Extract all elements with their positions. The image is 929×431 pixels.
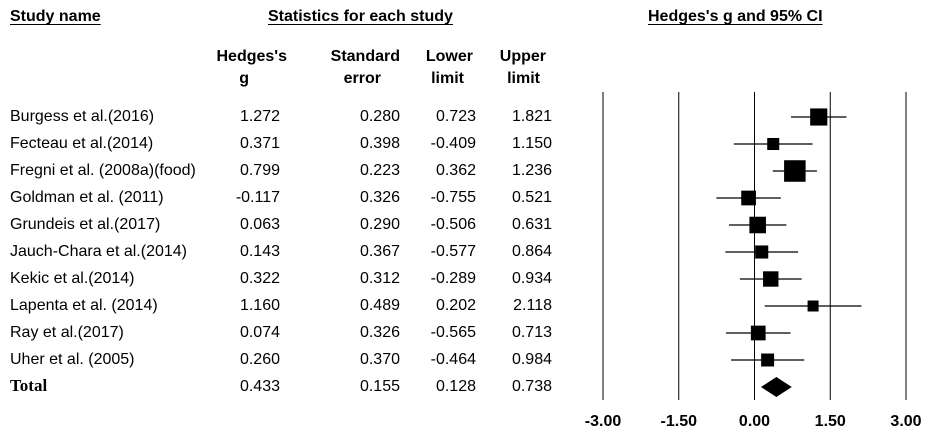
effect-square: [784, 160, 806, 182]
total-label: Total: [10, 376, 48, 395]
upper-limit-value: 0.864: [511, 243, 552, 260]
hedges-g-value: 1.272: [239, 108, 280, 125]
effect-square: [750, 325, 766, 341]
standard-error-value: 0.290: [359, 216, 400, 233]
tick-label: -1.50: [661, 413, 698, 430]
statistics-header: Statistics for each study: [268, 8, 453, 25]
col-header-standard-error-line1: Standard: [330, 48, 400, 65]
standard-error-value: 0.312: [359, 270, 400, 287]
study-name: Lapenta et al. (2014): [10, 297, 158, 314]
upper-limit-value: 0.631: [511, 216, 552, 233]
study-name: Burgess et al.(2016): [10, 108, 155, 125]
effect-square: [755, 245, 769, 259]
hedges-g-value: 0.143: [239, 243, 280, 260]
hedges-g-value: 0.371: [239, 135, 280, 152]
study-name: Kekic et al.(2014): [10, 270, 135, 287]
standard-error-value: 0.398: [359, 135, 400, 152]
col-header-hedges-g-line1: Hedges's: [216, 48, 288, 65]
effect-square: [761, 353, 775, 367]
effect-square: [763, 271, 779, 287]
study-name: Fregni et al. (2008a)(food): [10, 162, 196, 179]
lower-limit-value: 0.202: [435, 297, 476, 314]
standard-error-value: 0.223: [359, 162, 400, 179]
standard-error-value: 0.326: [359, 189, 400, 206]
study-name: Ray et al.(2017): [10, 324, 124, 341]
study-name-header: Study name: [10, 8, 101, 25]
effect-square: [807, 300, 819, 312]
col-header-upper-limit-line1: Upper: [499, 48, 546, 65]
upper-limit-value: 2.118: [513, 297, 552, 314]
tick-label: -3.00: [585, 413, 622, 430]
col-header-lower-limit: Lower limit: [400, 46, 473, 90]
lower-limit-value: -0.409: [430, 135, 476, 152]
standard-error-value: 0.370: [359, 351, 400, 368]
study-name: Fecteau et al.(2014): [10, 135, 154, 152]
total-lower-limit-value: 0.128: [435, 378, 476, 395]
lower-limit-value: -0.464: [430, 351, 476, 368]
hedges-g-value: 0.063: [239, 216, 280, 233]
hedges-g-value: 0.260: [239, 351, 280, 368]
lower-limit-value: -0.289: [430, 270, 476, 287]
hedges-g-value: 0.799: [239, 162, 280, 179]
lower-limit-value: -0.755: [430, 189, 476, 206]
lower-limit-value: -0.506: [430, 216, 476, 233]
upper-limit-value: 1.236: [511, 162, 552, 179]
col-header-hedges-g: Hedges's g: [180, 46, 288, 90]
tick-label: 3.00: [890, 413, 921, 430]
col-header-upper-limit-line2: limit: [507, 70, 540, 87]
study-name: Uher et al. (2005): [10, 351, 135, 368]
upper-limit-value: 0.521: [511, 189, 552, 206]
effect-square: [767, 137, 780, 151]
hedges-g-value: -0.117: [235, 189, 280, 206]
summary-diamond: [760, 377, 792, 397]
standard-error-value: 0.367: [359, 243, 400, 260]
upper-limit-value: 0.713: [511, 324, 552, 341]
col-header-hedges-g-line2: g: [239, 70, 249, 87]
tick-label: 0.00: [739, 413, 770, 430]
ci-header: Hedges's g and 95% CI: [648, 8, 823, 25]
lower-limit-value: -0.565: [430, 324, 476, 341]
total-hedges-g-value: 0.433: [239, 378, 280, 395]
effect-square: [749, 216, 766, 234]
study-name: Jauch-Chara et al.(2014): [10, 243, 187, 260]
effect-square: [741, 190, 756, 206]
tick-label: 1.50: [815, 413, 846, 430]
upper-limit-value: 0.934: [511, 270, 552, 287]
upper-limit-value: 1.821: [511, 108, 552, 125]
standard-error-value: 0.326: [359, 324, 400, 341]
upper-limit-value: 1.150: [511, 135, 552, 152]
col-header-standard-error: Standard error: [290, 46, 400, 90]
hedges-g-value: 0.074: [239, 324, 280, 341]
col-header-lower-limit-line2: limit: [431, 70, 464, 87]
effect-square: [810, 108, 828, 126]
lower-limit-value: -0.577: [430, 243, 476, 260]
standard-error-value: 0.280: [359, 108, 400, 125]
lower-limit-value: 0.362: [435, 162, 476, 179]
hedges-g-value: 1.160: [239, 297, 280, 314]
lower-limit-value: 0.723: [435, 108, 476, 125]
col-header-upper-limit: Upper limit: [475, 46, 546, 90]
total-standard-error-value: 0.155: [359, 378, 400, 395]
col-header-lower-limit-line1: Lower: [425, 48, 473, 65]
standard-error-value: 0.489: [359, 297, 400, 314]
total-upper-limit-value: 0.738: [511, 378, 552, 395]
study-name: Goldman et al. (2011): [10, 189, 164, 206]
study-name: Grundeis et al.(2017): [10, 216, 161, 233]
upper-limit-value: 0.984: [511, 351, 552, 368]
hedges-g-value: 0.322: [239, 270, 280, 287]
col-header-standard-error-line2: error: [343, 70, 381, 87]
